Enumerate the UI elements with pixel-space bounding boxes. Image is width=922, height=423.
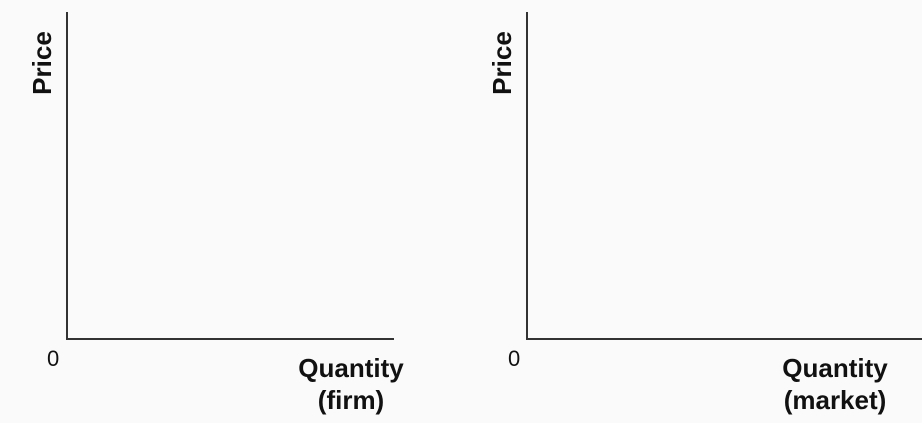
market-origin-label: 0 (508, 346, 521, 371)
market-graph: Price 0 Quantity (market) (460, 0, 922, 423)
firm-y-axis (66, 12, 68, 339)
market-x-axis-label-line1: Quantity (782, 353, 888, 383)
market-y-axis-label: Price (487, 31, 517, 95)
market-x-axis-label-line2: (market) (783, 385, 887, 415)
market-x-axis (526, 338, 922, 340)
firm-graph: Price 0 Quantity (firm) (0, 0, 460, 423)
firm-x-axis-label: Quantity (firm) (285, 352, 417, 416)
firm-x-axis (66, 338, 394, 340)
firm-x-axis-label-line1: Quantity (298, 353, 404, 383)
firm-y-axis-label: Price (27, 31, 57, 95)
market-x-axis-label: Quantity (market) (760, 352, 910, 416)
market-y-axis (526, 12, 528, 339)
firm-x-axis-label-line2: (firm) (317, 385, 385, 415)
firm-origin-label: 0 (47, 346, 60, 371)
